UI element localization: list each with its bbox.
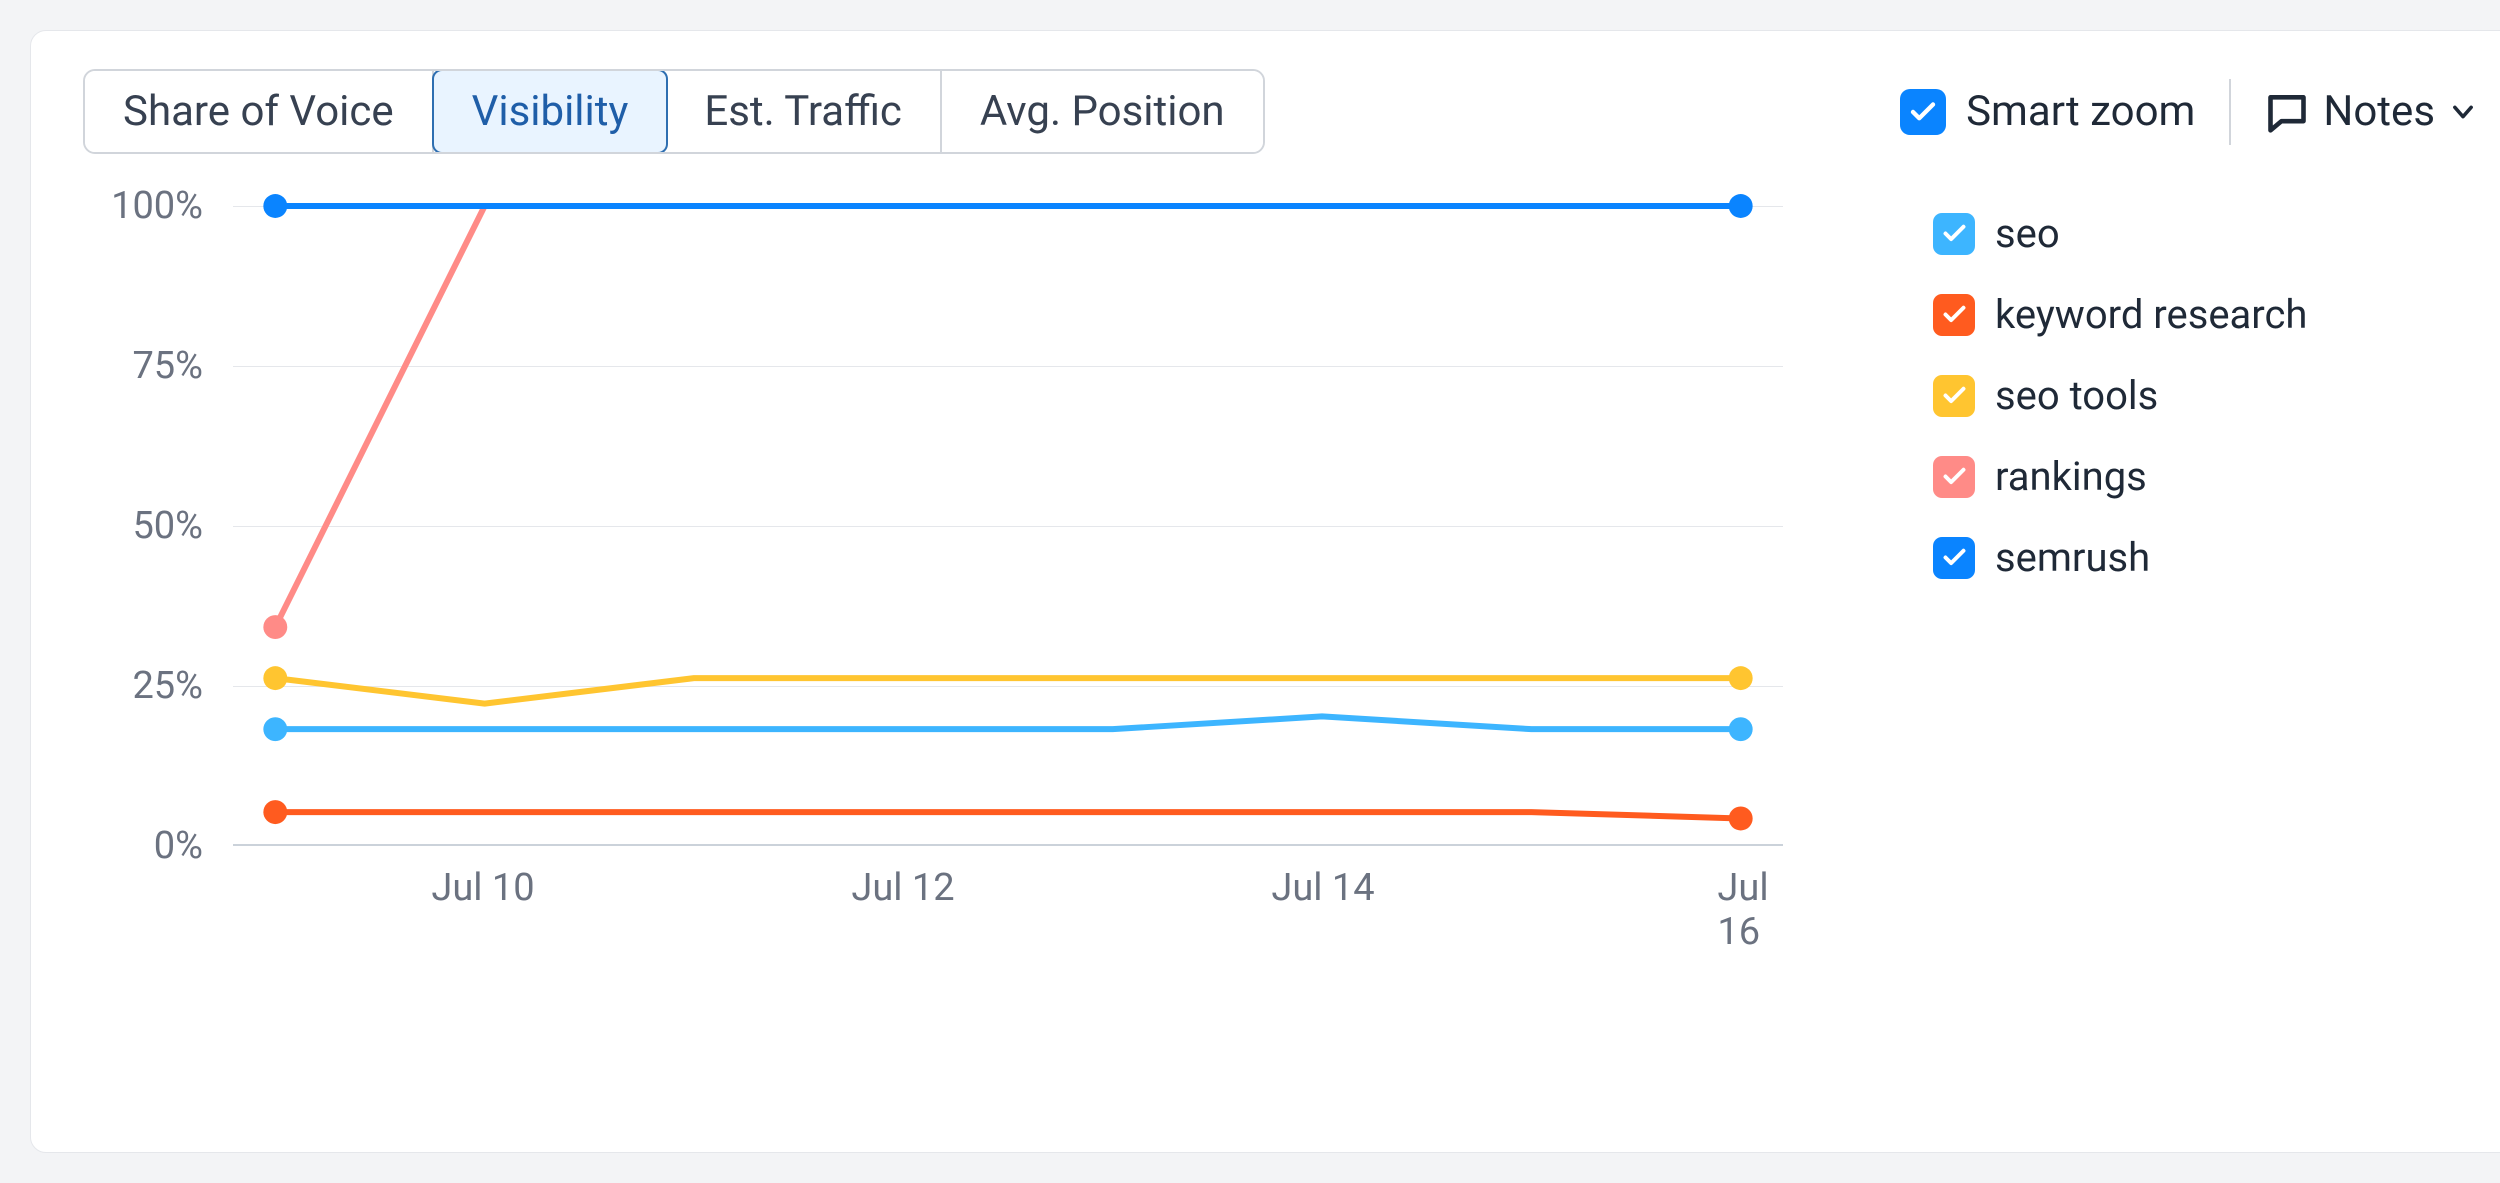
separator [2229,79,2231,145]
chart-card: Share of VoiceVisibilityEst. TrafficAvg.… [30,30,2500,1153]
metric-tabs: Share of VoiceVisibilityEst. TrafficAvg.… [83,69,1265,154]
y-tick-label: 50% [132,504,203,548]
smart-zoom-label: Smart zoom [1966,87,2195,136]
tab-visibility[interactable]: Visibility [432,69,669,154]
tab-position[interactable]: Avg. Position [942,71,1263,152]
series-marker-keyword_research [1729,807,1753,831]
checkbox-icon [1933,537,1975,579]
series-marker-seo_tools [263,666,287,690]
notes-button[interactable]: Notes [2265,87,2477,136]
series-marker-keyword_research [263,800,287,824]
checkbox-icon [1933,213,1975,255]
y-axis-labels: 0%25%50%75%100% [83,206,203,846]
main: 0%25%50%75%100% Jul 10Jul 12Jul 14Jul 16… [83,206,2477,866]
series-marker-seo [263,717,287,741]
checkbox-icon [1933,375,1975,417]
x-tick-label: Jul 10 [431,866,534,910]
chevron-down-icon [2449,98,2477,126]
plot-area [233,206,1783,846]
topbar: Share of VoiceVisibilityEst. TrafficAvg.… [83,69,2477,154]
legend-item-keyword_research[interactable]: keyword research [1933,291,2307,338]
series-line-seo_tools [275,678,1740,704]
series-line-seo [275,716,1740,729]
legend-label: rankings [1995,453,2147,500]
legend-label: keyword research [1995,291,2307,338]
x-tick-label: Jul 12 [851,866,954,910]
checkbox-icon [1933,294,1975,336]
chart-wrap: 0%25%50%75%100% Jul 10Jul 12Jul 14Jul 16 [83,206,1863,866]
note-icon [2265,90,2309,134]
y-tick-label: 0% [154,824,203,868]
legend-label: seo [1995,210,2060,257]
checkbox-icon [1900,89,1946,135]
checkbox-icon [1933,456,1975,498]
smart-zoom-toggle[interactable]: Smart zoom [1900,87,2195,136]
tab-traffic[interactable]: Est. Traffic [666,71,942,152]
topbar-right: Smart zoom Notes [1900,79,2477,145]
y-tick-label: 75% [132,344,203,388]
series-marker-semrush [263,194,287,218]
series-marker-rankings [263,615,287,639]
tab-sov[interactable]: Share of Voice [85,71,434,152]
legend-item-seo_tools[interactable]: seo tools [1933,372,2307,419]
y-tick-label: 100% [111,184,203,228]
legend-label: seo tools [1995,372,2158,419]
series-marker-seo [1729,717,1753,741]
legend-item-seo[interactable]: seo [1933,210,2307,257]
notes-label: Notes [2323,87,2435,136]
legend-item-rankings[interactable]: rankings [1933,453,2307,500]
series-line-rankings [275,206,1740,627]
x-tick-label: Jul 16 [1717,866,1768,954]
legend: seo keyword research seo tools rankings semr… [1933,206,2307,866]
legend-item-semrush[interactable]: semrush [1933,534,2307,581]
legend-label: semrush [1995,534,2150,581]
series-marker-semrush [1729,194,1753,218]
series-line-keyword_research [275,812,1740,818]
series-marker-seo_tools [1729,666,1753,690]
chart-svg [233,206,1783,844]
y-tick-label: 25% [132,664,203,708]
x-tick-label: Jul 14 [1271,866,1374,910]
